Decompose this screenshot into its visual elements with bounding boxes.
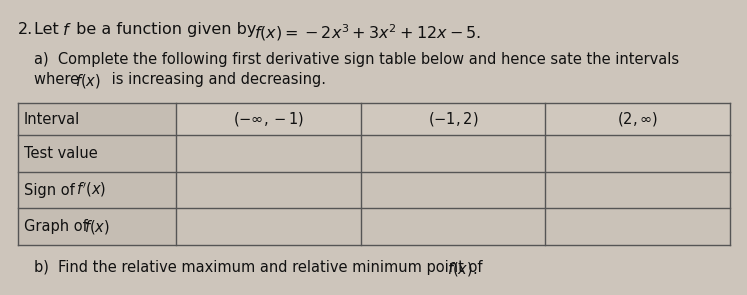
Text: b)  Find the relative maximum and relative minimum point of: b) Find the relative maximum and relativ… <box>34 260 487 275</box>
Text: a)  Complete the following first derivative sign table below and hence sate the : a) Complete the following first derivati… <box>34 52 679 67</box>
Bar <box>361 172 545 208</box>
Text: $(-1,2)$: $(-1,2)$ <box>428 110 478 128</box>
Text: where: where <box>34 72 84 87</box>
Bar <box>545 208 730 245</box>
Text: Test value: Test value <box>24 146 98 161</box>
Bar <box>18 208 176 245</box>
Bar <box>361 103 545 135</box>
Text: Graph of: Graph of <box>24 219 93 234</box>
Bar <box>361 208 545 245</box>
Bar <box>361 135 545 172</box>
Text: is increasing and decreasing.: is increasing and decreasing. <box>107 72 326 87</box>
Bar <box>176 172 361 208</box>
Bar <box>545 103 730 135</box>
Bar <box>18 135 176 172</box>
Bar <box>176 208 361 245</box>
Bar <box>176 103 361 135</box>
Text: Sign of: Sign of <box>24 183 79 197</box>
Text: be a function given by: be a function given by <box>71 22 261 37</box>
Text: 2.: 2. <box>18 22 34 37</box>
Text: $(-\infty,-1)$: $(-\infty,-1)$ <box>232 110 304 128</box>
Text: $f(x)$: $f(x)$ <box>75 72 101 90</box>
Bar <box>18 172 176 208</box>
Text: $f(x) = -2x^3 + 3x^2 + 12x - 5.$: $f(x) = -2x^3 + 3x^2 + 12x - 5.$ <box>254 22 481 43</box>
Text: $(2,\infty)$: $(2,\infty)$ <box>617 110 658 128</box>
Bar <box>545 135 730 172</box>
Bar <box>176 135 361 172</box>
Text: Interval: Interval <box>24 112 80 127</box>
Text: $f(x)$: $f(x)$ <box>84 218 110 236</box>
Text: Let: Let <box>34 22 64 37</box>
Bar <box>18 103 176 135</box>
Text: $f'(x)$: $f'(x)$ <box>76 181 106 199</box>
Text: $f$: $f$ <box>62 22 72 38</box>
Text: $f(x).$: $f(x).$ <box>447 260 477 278</box>
Bar <box>545 172 730 208</box>
